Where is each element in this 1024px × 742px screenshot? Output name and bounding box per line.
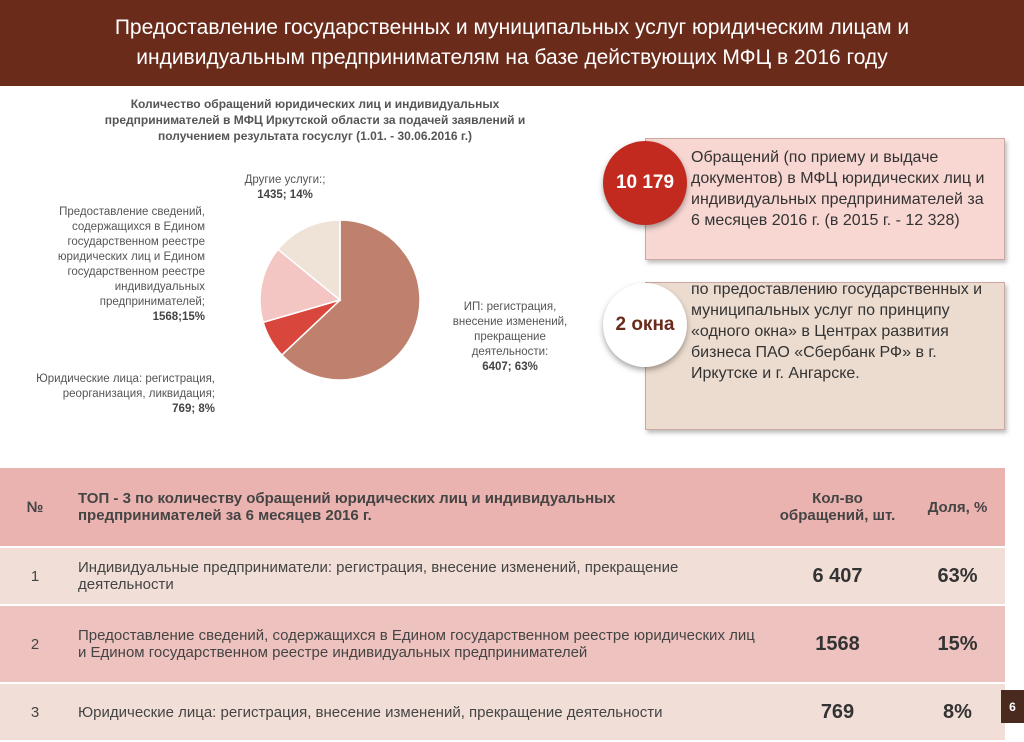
pie-chart [259,219,421,381]
table-cell: 63% [910,547,1005,606]
category-label: ИП: регистрация, внесение изменений, пре… [452,301,568,358]
header-cell: Кол-во обращений, шт. [765,468,910,548]
table-cell: 3 [0,683,70,742]
header-cell: Доля, % [910,468,1005,548]
pie-slice [280,219,421,381]
page-number: 6 [1001,690,1024,723]
table-cell: 6 407 [765,547,910,606]
table-row: 1 Индивидуальные предприниматели: регистр… [0,547,1005,606]
pie-slice [276,219,341,302]
header: Предоставление государственных и муницип… [0,0,1024,86]
slide-title: Предоставление государственных и муницип… [114,16,910,69]
header-cell: № [0,468,70,548]
pie-slice [259,248,342,324]
pie-label: ИП: регистрация, внесение изменений, пре… [440,300,580,375]
value-label: 6407; 63% [482,361,538,373]
table-cell: 1 [0,547,70,606]
table-cell: 1568 [765,605,910,684]
value-label: 1568;15% [152,311,205,323]
table-cell: 2 [0,605,70,684]
callout: по предоставлению государственных и муни… [645,281,1005,430]
table-cell: Индивидуальные предприниматели: регистра… [70,547,765,606]
callout-text: по предоставлению государственных и муни… [691,281,983,382]
header-cell: ТОП - 3 по количеству обращений юридичес… [70,468,765,548]
value-label: 769; 8% [172,403,215,415]
table-row: 2 Предоставление сведений, содержащихся в… [0,605,1005,684]
callout: Обращений (по приему и выдаче документов… [645,138,1005,260]
category-label: Другие услуги:; [244,174,326,186]
pie-label: Другие услуги:; 1435; 14% [225,173,345,203]
table-cell: 8% [910,683,1005,742]
category-label: Предоставление сведений, содержащихся в … [57,206,205,308]
pie-label: Юридические лица: регистрация, реорганиз… [30,372,215,417]
table: № ТОП - 3 по количеству обращений юридиче… [0,468,1005,742]
table-cell: 15% [910,605,1005,684]
category-label: Юридические лица: регистрация, реорганиз… [36,373,215,400]
value-label: 1435; 14% [257,189,313,201]
callout-text: Обращений (по приему и выдаче документов… [691,149,985,229]
table-cell: Предоставление сведений, содержащихся в … [70,605,765,684]
header-row: № ТОП - 3 по количеству обращений юридиче… [0,468,1005,548]
table-cell: 769 [765,683,910,742]
callout-badge: 10 179 [603,141,687,225]
table-cell: Юридические лица: регистрация, внесение … [70,683,765,742]
chart-title: Количество обращений юридических лиц и и… [104,97,526,143]
callout-badge: 2 окна [603,283,687,367]
pie-label: Предоставление сведений, содержащихся в … [40,205,205,325]
table-row: 3 Юридические лица: регистрация, внесение… [0,683,1005,742]
